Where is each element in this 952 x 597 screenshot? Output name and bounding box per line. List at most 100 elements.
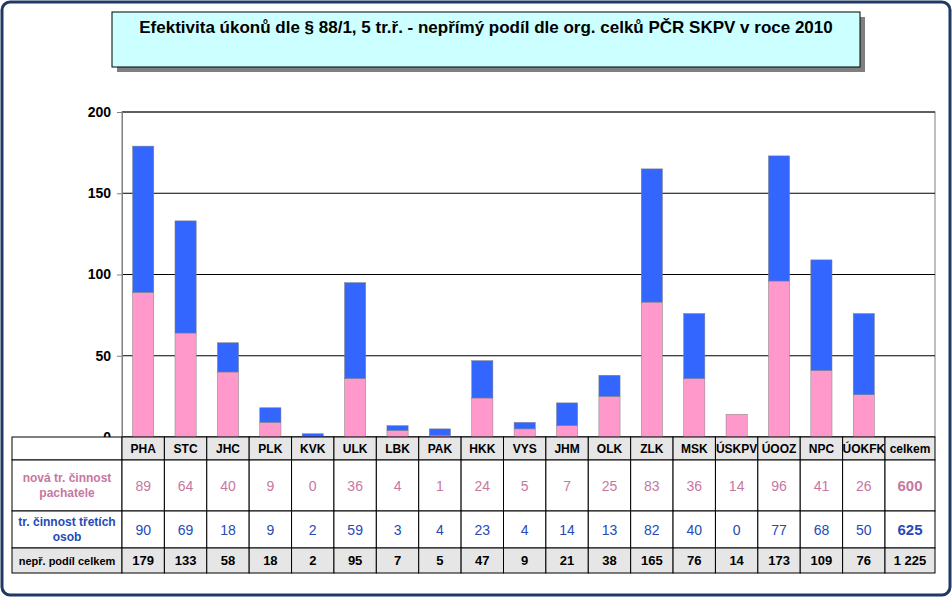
table-text: 4 bbox=[436, 522, 444, 538]
table-cell bbox=[164, 460, 206, 511]
table-cell bbox=[461, 460, 503, 511]
table-cell bbox=[164, 548, 206, 573]
table-cell bbox=[631, 548, 673, 573]
table-cell bbox=[292, 511, 334, 548]
table-cell bbox=[673, 548, 715, 573]
series bbox=[133, 146, 875, 437]
table-text: 165 bbox=[641, 553, 663, 568]
table-cell bbox=[588, 548, 630, 573]
bar bbox=[345, 379, 366, 438]
table-text: 58 bbox=[221, 553, 235, 568]
table-cell bbox=[12, 437, 122, 460]
table-text: ULK bbox=[343, 442, 368, 456]
table-cell bbox=[843, 511, 885, 548]
table-text: 47 bbox=[475, 553, 489, 568]
table-text: 64 bbox=[178, 478, 194, 494]
bar bbox=[556, 403, 577, 426]
table-text: 13 bbox=[602, 522, 618, 538]
bar bbox=[387, 426, 408, 431]
table-cell bbox=[122, 511, 164, 548]
tick-label: 200 bbox=[88, 104, 112, 120]
table-cell bbox=[504, 437, 546, 460]
tick-mark bbox=[117, 275, 122, 276]
chart: Efektivita úkonů dle § 88/1, 5 tr.ř. - n… bbox=[0, 0, 952, 597]
table-cell bbox=[122, 437, 164, 460]
table-cell bbox=[122, 548, 164, 573]
table-text: PHA bbox=[131, 442, 157, 456]
table-text: 89 bbox=[135, 478, 151, 494]
table-cell bbox=[249, 460, 291, 511]
table-text: PLK bbox=[258, 442, 282, 456]
bar bbox=[345, 283, 366, 379]
table-cell bbox=[631, 511, 673, 548]
text-line: Efektivita úkonů dle § 88/1, 5 tr.ř. - n… bbox=[139, 18, 832, 37]
table-text: PAK bbox=[428, 442, 453, 456]
table-cell bbox=[885, 511, 935, 548]
table-cell bbox=[292, 548, 334, 573]
table-text: 2 bbox=[309, 522, 317, 538]
bar bbox=[599, 396, 620, 437]
table-cell bbox=[800, 511, 842, 548]
bar bbox=[514, 422, 535, 429]
table-cell bbox=[376, 548, 418, 573]
table-text: 1 bbox=[436, 478, 444, 494]
tick: 50 bbox=[95, 348, 122, 364]
table-cell bbox=[292, 460, 334, 511]
legend-label: tr. činnost třetíchosob bbox=[18, 515, 115, 544]
table-text: VYS bbox=[513, 442, 537, 456]
table-text: 2 bbox=[309, 553, 316, 568]
bar bbox=[768, 281, 789, 437]
table-cell bbox=[376, 460, 418, 511]
table-cell bbox=[758, 460, 800, 511]
table-cell bbox=[249, 511, 291, 548]
bar bbox=[387, 431, 408, 438]
table-text: 5 bbox=[521, 478, 529, 494]
table-cell bbox=[292, 437, 334, 460]
table-cell bbox=[885, 548, 935, 573]
table-cell bbox=[419, 511, 461, 548]
table-cell bbox=[164, 437, 206, 460]
tick-label: 100 bbox=[88, 266, 112, 282]
plot-area bbox=[122, 112, 935, 437]
table-text: 40 bbox=[686, 522, 702, 538]
bar bbox=[472, 398, 493, 437]
table-text: ÚSKPV bbox=[716, 441, 757, 456]
bar bbox=[684, 379, 705, 438]
table-text: 3 bbox=[394, 522, 402, 538]
table-cell bbox=[758, 511, 800, 548]
table-text: 76 bbox=[687, 553, 701, 568]
table-cell bbox=[843, 437, 885, 460]
table-cell bbox=[758, 437, 800, 460]
table-cell bbox=[673, 511, 715, 548]
table-cell bbox=[504, 548, 546, 573]
table-cell bbox=[715, 437, 757, 460]
table-text: 109 bbox=[811, 553, 833, 568]
table-text: 90 bbox=[135, 522, 151, 538]
table-cell bbox=[419, 460, 461, 511]
table-cell bbox=[715, 511, 757, 548]
bar bbox=[217, 343, 238, 372]
table-cell bbox=[122, 460, 164, 511]
text-line: tr. činnost třetích bbox=[18, 515, 115, 529]
table-text: celkem bbox=[890, 442, 931, 456]
table-text: 25 bbox=[602, 478, 618, 494]
table-text: MSK bbox=[681, 442, 708, 456]
table-cell bbox=[885, 437, 935, 460]
bar bbox=[175, 221, 196, 333]
series bbox=[133, 281, 875, 437]
table-text: 5 bbox=[436, 553, 443, 568]
table-text: JHM bbox=[554, 442, 579, 456]
table-text: STC bbox=[174, 442, 198, 456]
tick: 100 bbox=[88, 266, 122, 282]
table-text: 133 bbox=[175, 553, 197, 568]
table-text: 83 bbox=[644, 478, 660, 494]
table-cell bbox=[334, 548, 376, 573]
table-cell bbox=[546, 460, 588, 511]
table-text: 0 bbox=[309, 478, 317, 494]
bar bbox=[768, 156, 789, 281]
tick: 150 bbox=[88, 185, 122, 201]
table-text: 14 bbox=[729, 553, 744, 568]
table-text: KVK bbox=[300, 442, 326, 456]
table-cell bbox=[588, 437, 630, 460]
table-text: 23 bbox=[475, 522, 491, 538]
